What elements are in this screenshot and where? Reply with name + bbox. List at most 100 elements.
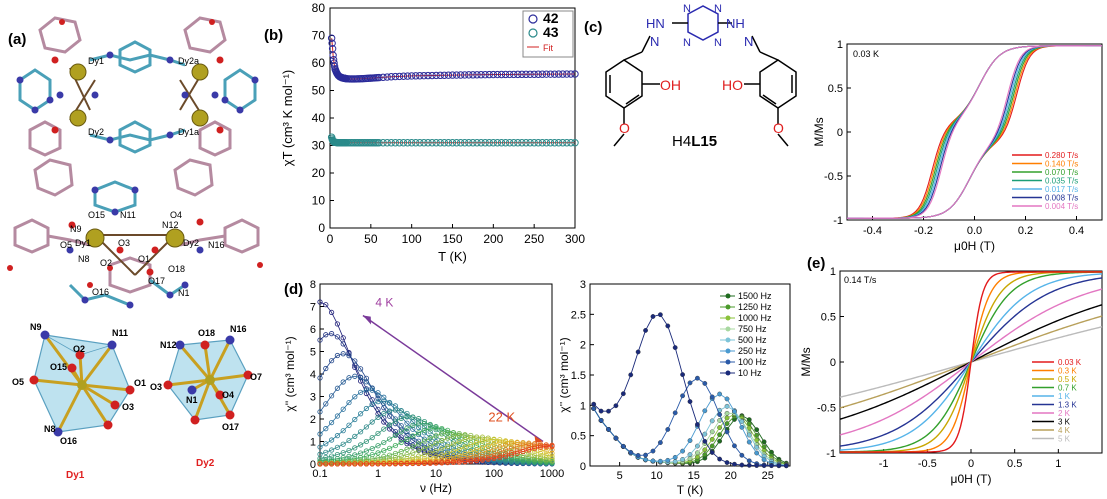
data-point [358,442,364,448]
y-tick-label: 2.5 [571,309,586,321]
data-point [328,309,335,316]
x-tick-label: 1 [1055,458,1061,470]
data-point [427,443,433,449]
y-axis-label: χ'' (cm³ mol⁻¹) [283,336,297,411]
magnetization-curve [840,271,1102,453]
data-point [424,139,432,147]
data-point [532,452,538,458]
data-point [383,73,391,81]
atom-label: Dy1 [75,238,91,248]
data-point [317,444,323,450]
data-point [328,331,335,337]
ligand-atom: NH [726,16,745,31]
data-point [412,139,420,147]
data-point [323,365,329,372]
data-point [381,426,387,432]
data-point [440,71,449,79]
polyhedron-dy2: N12 O18 N16 O3 N1 O4 O7 O17 Dy2 [150,324,262,469]
data-point [428,71,436,80]
data-point [375,450,381,456]
data-point [403,72,412,80]
x-tick-label: 0.5 [1007,458,1022,470]
y-tick-label: 1 [580,400,586,412]
data-point [532,445,538,452]
atom-label: O2 [100,258,112,268]
data-point [436,139,444,147]
data-point [571,139,579,147]
data-point [334,444,341,450]
atom-label: N9 [30,322,42,332]
legend-label: 0.140 T/s [1045,160,1078,169]
y-axis-label: M/Ms [799,347,813,376]
panel-a-structure: (a) [7,16,263,481]
legend-label: 1 K [1058,392,1071,401]
x-tick-label: 0 [327,232,334,246]
legend-marker [725,348,731,354]
data-point [534,70,542,78]
atom-label: Dy1a [178,127,199,137]
x-tick-label: 25 [762,470,774,482]
data-point [340,379,346,385]
x-tick-label: -0.5 [918,458,937,470]
y-tick-label: 0 [318,221,325,235]
legend-box [522,10,574,58]
data-point [501,139,510,147]
ligand-atom: HO [722,77,743,93]
data-point [399,139,408,147]
y-tick-label: 0.5 [571,431,586,443]
data-point [481,70,489,79]
data-point [416,453,422,459]
data-point [526,70,534,79]
data-point [403,139,412,147]
chart-b-chiT: (b) 0 50 100 150 200 250 300 0 10 20 30 40 50 60 70 80 T… [264,1,585,264]
data-point [358,429,364,435]
data-point [514,70,522,79]
data-point [439,431,445,437]
ligand-atom: OH [660,77,681,93]
legend-label: Fit [543,43,553,53]
data-point [563,139,571,147]
y-tick-label: 1 [310,437,316,449]
data-point [363,424,370,430]
y-tick-label: -1 [833,215,843,227]
data-point [450,448,456,454]
legend-marker [725,315,731,321]
legend-label: 2 K [1058,409,1071,418]
data-point [375,392,381,399]
data-point [563,70,571,78]
data-point [485,442,491,449]
data-point [461,71,469,79]
atom-label: O15 [50,362,67,372]
legend-label: 250 Hz [738,346,767,356]
data-point [473,139,481,147]
data-point [444,139,453,147]
data-point [398,429,404,435]
legend-label: 0.004 T/s [1045,202,1078,211]
data-point [323,449,329,455]
data-point [469,139,477,147]
polyhedron-dy1-caption: Dy1 [66,470,85,481]
data-point [433,440,439,446]
data-point [416,431,422,438]
ligand-atom: N [683,37,691,49]
chart-e-hysteresis-temperature: (e) -1 -0.5 0 0.5 1 -1 -0.5 0 0.5 1 μ0H (T) M/Ms 0.1… [799,255,1103,486]
data-point [398,414,404,420]
data-point [427,440,433,446]
y-tick-label: 5 [310,347,316,359]
legend-label: 750 Hz [738,324,767,334]
data-point [375,443,381,449]
y-tick-label: 0 [310,459,316,471]
data-point [456,438,462,445]
data-point [481,139,489,147]
data-point [432,139,440,147]
data-point [387,399,393,406]
data-point [387,452,393,458]
ligand-atom: O [619,120,630,136]
atom-label: Dy2 [183,238,199,248]
data-point [520,449,526,455]
data-point [526,454,532,460]
data-point [346,447,352,454]
data-point [416,424,422,431]
panel-c-label: (c) [584,19,602,36]
data-point [526,447,532,453]
